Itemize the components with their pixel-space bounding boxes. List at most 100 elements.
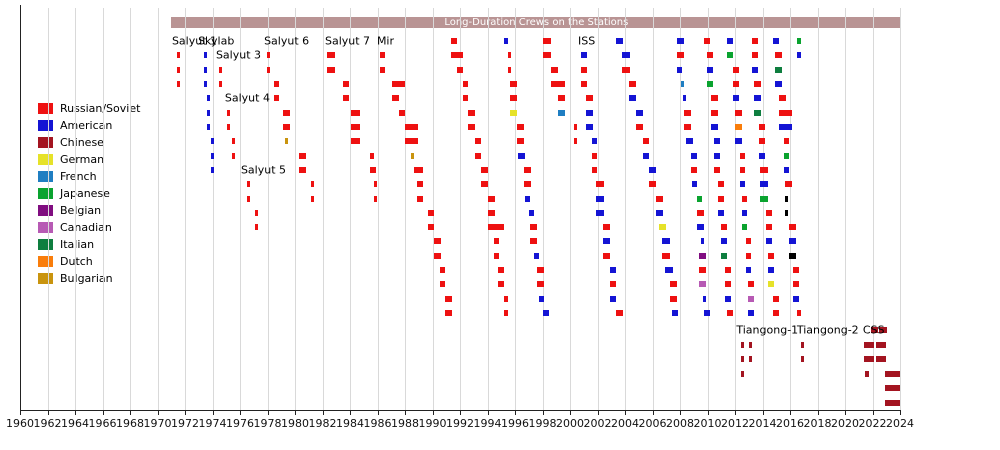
crew-bar bbox=[404, 138, 419, 145]
year-label: 2020 bbox=[831, 417, 859, 430]
axis-tick bbox=[845, 410, 846, 415]
gridline bbox=[130, 8, 131, 410]
crew-bar bbox=[603, 224, 611, 231]
crew-bar bbox=[748, 281, 754, 288]
axis-tick bbox=[570, 410, 571, 415]
crew-bar bbox=[440, 267, 446, 274]
gridline bbox=[405, 8, 406, 410]
crew-bar bbox=[550, 80, 566, 87]
crew-bar bbox=[672, 310, 678, 317]
crew-bar bbox=[754, 95, 761, 102]
y-axis bbox=[20, 5, 21, 410]
gridline bbox=[102, 8, 104, 410]
crew-bar bbox=[369, 152, 374, 159]
crew-bar bbox=[298, 152, 306, 159]
crew-bar bbox=[754, 109, 761, 116]
legend-item-label: German bbox=[60, 153, 105, 166]
axis-tick bbox=[20, 410, 21, 415]
crew-bar bbox=[742, 224, 748, 231]
crew-bar bbox=[884, 399, 900, 406]
crew-bar bbox=[774, 80, 783, 87]
axis-tick bbox=[102, 410, 104, 415]
year-label: 1982 bbox=[308, 417, 337, 430]
crew-bar bbox=[800, 341, 804, 348]
legend-item-label: Italian bbox=[60, 238, 95, 251]
gridline bbox=[652, 8, 654, 410]
crew-bar bbox=[742, 195, 748, 202]
crew-bar bbox=[685, 138, 693, 145]
axis-tick bbox=[900, 410, 901, 415]
axis-tick bbox=[707, 410, 709, 415]
crew-bar bbox=[530, 224, 538, 231]
year-label: 2010 bbox=[693, 417, 722, 430]
gridline bbox=[900, 8, 901, 410]
crew-bar bbox=[783, 166, 790, 173]
crew-bar bbox=[177, 52, 181, 59]
crew-bar bbox=[226, 123, 230, 130]
crew-bar bbox=[480, 181, 489, 188]
crew-bar bbox=[754, 80, 761, 87]
gridline bbox=[845, 8, 846, 410]
year-label: 2002 bbox=[583, 417, 612, 430]
crew-bar bbox=[669, 295, 678, 302]
station-label: Salyut 3 bbox=[215, 48, 262, 62]
crew-bar bbox=[351, 123, 361, 130]
crew-bar bbox=[504, 38, 509, 44]
legend-swatch bbox=[38, 222, 53, 233]
crew-bar bbox=[765, 209, 773, 216]
crew-bar bbox=[177, 66, 181, 73]
station-label: Tiangong-1 bbox=[736, 323, 799, 337]
crew-bar bbox=[748, 310, 754, 317]
crew-bar bbox=[734, 138, 742, 145]
crew-bar bbox=[586, 109, 593, 116]
station-label: Salyut 4 bbox=[224, 91, 270, 105]
crew-bar bbox=[596, 181, 604, 188]
axis-tick bbox=[872, 410, 874, 415]
legend-swatch bbox=[38, 273, 53, 284]
gridline bbox=[515, 8, 516, 410]
crew-bar bbox=[451, 38, 457, 44]
crew-bar bbox=[351, 138, 361, 145]
crew-bar bbox=[720, 252, 727, 259]
axis-tick bbox=[487, 410, 489, 415]
crew-bar bbox=[707, 80, 714, 87]
crew-bar bbox=[758, 123, 766, 130]
crew-bar bbox=[884, 385, 900, 391]
crew-bar bbox=[865, 370, 869, 377]
crew-bar bbox=[417, 181, 424, 188]
year-label: 1970 bbox=[143, 417, 172, 430]
crew-bar bbox=[206, 123, 210, 130]
crew-bar bbox=[536, 267, 545, 274]
crew-bar bbox=[266, 66, 271, 73]
crew-bar bbox=[720, 224, 727, 231]
crew-bar bbox=[742, 209, 748, 216]
crew-bar bbox=[710, 123, 718, 130]
crew-bar bbox=[524, 195, 530, 202]
crew-bar bbox=[494, 252, 500, 259]
gridline bbox=[185, 8, 186, 410]
crew-bar bbox=[665, 267, 673, 274]
crew-bar bbox=[497, 281, 505, 288]
crew-bar bbox=[529, 209, 535, 216]
crew-bar bbox=[504, 310, 509, 317]
crew-bar bbox=[609, 281, 616, 288]
crew-bar bbox=[740, 166, 745, 173]
legend-swatch bbox=[38, 256, 53, 267]
year-label: 1974 bbox=[198, 417, 227, 430]
gridline bbox=[75, 8, 76, 410]
crew-bar bbox=[676, 52, 685, 59]
crew-bar bbox=[669, 281, 678, 288]
crew-bar bbox=[543, 52, 552, 59]
legend-item-label: French bbox=[60, 170, 97, 183]
crew-bar bbox=[530, 238, 538, 245]
crew-bar bbox=[440, 281, 446, 288]
crew-bar bbox=[800, 356, 804, 362]
year-label: 1976 bbox=[226, 417, 254, 430]
crew-bar bbox=[622, 52, 630, 59]
crew-bar bbox=[445, 310, 452, 317]
crew-bar bbox=[573, 138, 577, 145]
legend-swatch bbox=[38, 188, 53, 199]
gridline bbox=[625, 8, 626, 410]
crew-bar bbox=[266, 52, 271, 59]
